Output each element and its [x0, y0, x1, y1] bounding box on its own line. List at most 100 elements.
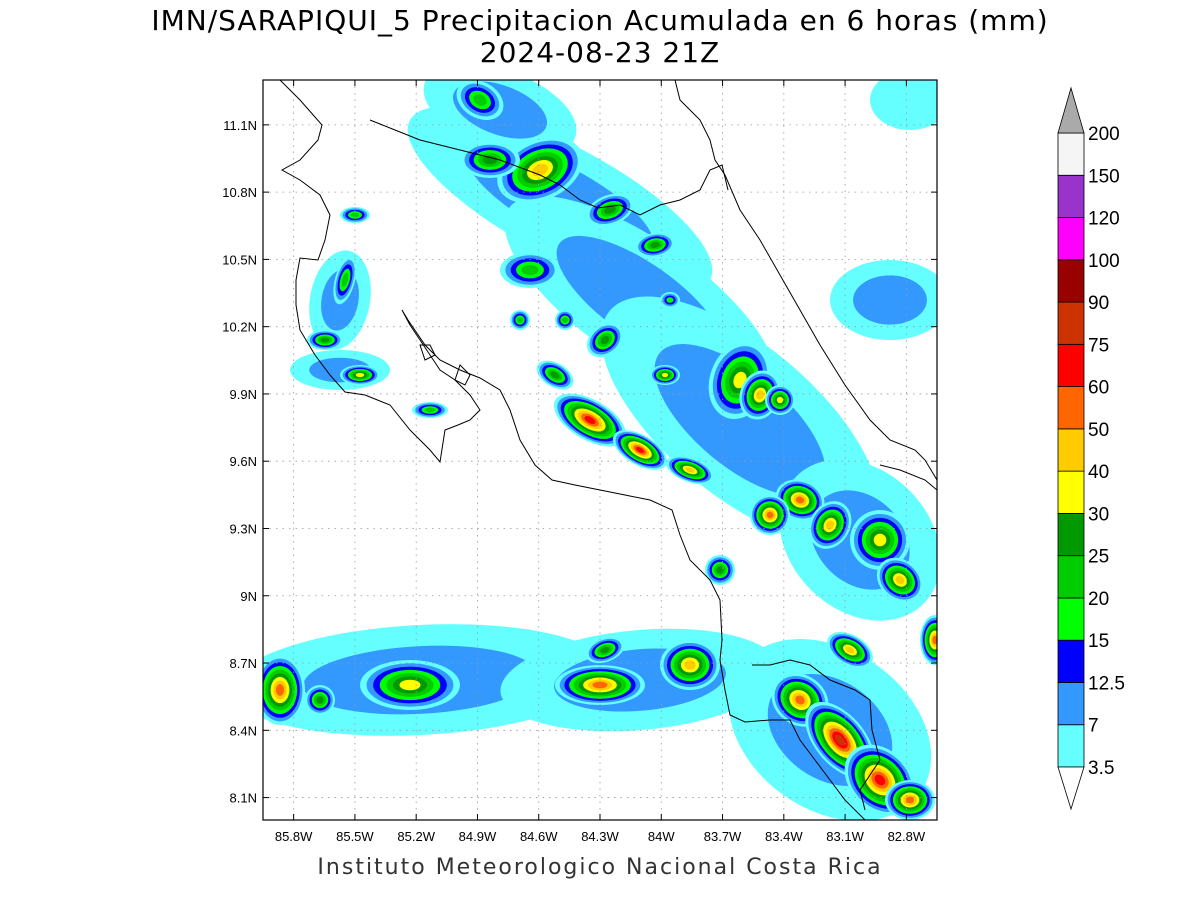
- colorbar-label: 200: [1088, 124, 1120, 145]
- lon-tick-label: 82.8W: [888, 829, 926, 844]
- lat-tick-label: 8.4N: [230, 723, 257, 738]
- colorbar-segment: [1057, 259, 1085, 303]
- lat-tick-label: 9.9N: [230, 387, 257, 402]
- lon-tick-label: 85.2W: [397, 829, 435, 844]
- map-subtitle: 2024-08-23 21Z: [479, 36, 721, 69]
- colorbar-label: 150: [1088, 166, 1120, 187]
- precip-cell: [654, 344, 826, 496]
- lon-tick-label: 85.8W: [275, 829, 313, 844]
- colorbar-label: 75: [1088, 335, 1109, 356]
- colorbar-label: 12.5: [1088, 673, 1125, 694]
- lat-tick-label: 8.1N: [230, 791, 257, 806]
- colorbar-label: 20: [1088, 589, 1109, 610]
- precip-cell: [604, 206, 616, 214]
- colorbar-over-triangle: [1057, 86, 1085, 134]
- colorbar-label: 30: [1088, 504, 1109, 525]
- precip-cell: [685, 467, 695, 473]
- colorbar-label: 7: [1088, 716, 1099, 737]
- precip-cell: [845, 646, 855, 654]
- precip-cell: [874, 774, 886, 786]
- lat-tick-label: 10.5N: [222, 252, 257, 267]
- precip-cell: [684, 660, 696, 670]
- lat-tick-label: 9.6N: [230, 454, 257, 469]
- precip-cell: [350, 212, 360, 218]
- lon-tick-label: 84.9W: [459, 829, 497, 844]
- precip-cell: [316, 696, 324, 704]
- colorbar-segment: [1057, 343, 1085, 388]
- axis-ticks: 85.8W 85.5W 85.2W 84.9W 84.6W 84.3W 84W 83.7W 83…: [222, 80, 937, 844]
- colorbar-segment: [1057, 470, 1085, 514]
- colorbar-segment: [1057, 174, 1085, 218]
- colorbar-segment: [1057, 555, 1085, 599]
- lat-tick-label: 11.1N: [223, 118, 257, 133]
- precip-cell: [517, 317, 523, 323]
- map-area: [263, 80, 937, 820]
- precip-cell: [550, 371, 560, 379]
- precip-cell: [853, 275, 927, 325]
- precip-cell: [584, 416, 596, 424]
- colorbar-segment: [1057, 682, 1085, 726]
- colorbar-segment: [1057, 217, 1085, 261]
- colorbar-segment: [1057, 301, 1085, 345]
- precip-cell: [870, 80, 937, 130]
- lat-tick-label: 8.7N: [230, 656, 257, 671]
- colorbar-label: 60: [1088, 378, 1109, 399]
- lon-tick-label: 84.6W: [520, 829, 558, 844]
- precip-cell: [835, 734, 845, 746]
- precip-cell: [341, 273, 349, 287]
- lat-tick-label: 9N: [240, 589, 257, 604]
- colorbar-segment: [1057, 132, 1085, 176]
- colorbar-segment: [1057, 386, 1085, 430]
- precip-cell: [424, 407, 436, 413]
- colorbar-segment: [1057, 428, 1085, 472]
- precip-cell: [521, 264, 539, 276]
- colorbar-label: 3.5: [1088, 758, 1114, 779]
- precip-cell: [932, 635, 937, 645]
- colorbar-label: 100: [1088, 251, 1120, 272]
- precip-cell: [795, 695, 805, 705]
- lat-tick-label: 10.2N: [222, 320, 257, 335]
- precip-cell: [275, 684, 285, 696]
- lon-tick-label: 85.5W: [336, 829, 374, 844]
- precip-cell: [895, 575, 905, 585]
- colorbar-segment: [1057, 513, 1085, 557]
- colorbar-label: 50: [1088, 420, 1109, 441]
- precip-cell: [650, 242, 660, 248]
- precip-cell: [355, 372, 365, 378]
- precip-cell: [661, 372, 669, 378]
- lat-tick-label: 9.3N: [230, 521, 257, 536]
- precipitation-field: [263, 80, 937, 820]
- colorbar-under-triangle: [1057, 766, 1085, 811]
- lon-tick-label: 84W: [648, 829, 675, 844]
- colorbar: 3.5 7 12.5 15 20 25 30 40 50 60 75 90 100 120 150 200: [1057, 86, 1125, 811]
- colorbar-segment: [1057, 639, 1085, 683]
- precip-cell: [873, 533, 887, 547]
- colorbar-label: 25: [1088, 547, 1109, 568]
- colorbar-label: 90: [1088, 293, 1109, 314]
- precip-cell: [776, 396, 784, 404]
- precip-cell: [482, 155, 498, 165]
- footer-credit: Instituto Meteorologico Nacional Costa R…: [317, 855, 883, 880]
- lon-tick-label: 83.4W: [765, 829, 803, 844]
- precip-cell: [473, 94, 487, 106]
- precip-cell: [320, 337, 330, 343]
- precip-cell: [399, 679, 421, 691]
- colorbar-label: 15: [1088, 631, 1109, 652]
- precip-cell: [756, 390, 764, 400]
- precip-cell: [826, 520, 834, 530]
- precip-cell: [716, 566, 724, 574]
- coastline-borders: [279, 80, 937, 820]
- precip-cell: [600, 335, 610, 345]
- precip-cell: [795, 496, 805, 504]
- lat-tick-label: 10.8N: [222, 185, 257, 200]
- precip-cell: [562, 317, 568, 323]
- map-title: IMN/SARAPIQUI_5 Precipitacion Acumulada …: [151, 4, 1049, 37]
- colorbar-label: 120: [1088, 209, 1120, 230]
- colorbar-segment: [1057, 597, 1085, 641]
- lon-tick-label: 83.7W: [704, 829, 742, 844]
- precip-cell: [666, 297, 674, 303]
- lon-tick-label: 83.1W: [826, 829, 864, 844]
- colorbar-segment: [1057, 724, 1085, 768]
- precip-cell: [635, 447, 645, 453]
